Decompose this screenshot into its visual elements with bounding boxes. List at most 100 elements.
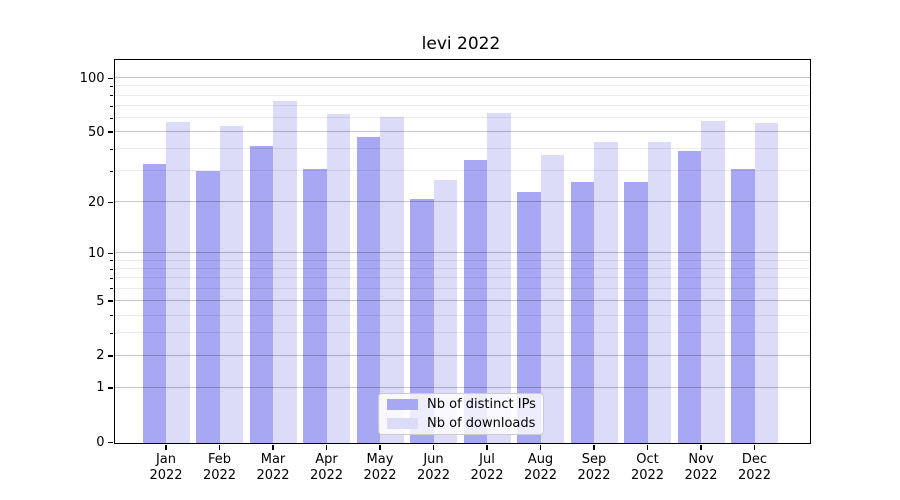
y-tick-mark-minor bbox=[110, 85, 113, 87]
legend: Nb of distinct IPs Nb of downloads bbox=[378, 393, 544, 435]
x-tick-label: Jul 2022 bbox=[470, 452, 503, 485]
bar-downloads bbox=[433, 179, 457, 443]
x-tick-month: Jan bbox=[155, 451, 177, 467]
legend-item: Nb of downloads bbox=[387, 416, 543, 431]
x-tick-mark bbox=[165, 445, 167, 450]
bar-distinct-ips bbox=[677, 151, 701, 443]
x-tick-year: 2022 bbox=[523, 468, 558, 483]
x-tick-label: Oct 2022 bbox=[631, 452, 664, 485]
y-tick-mark bbox=[108, 355, 113, 357]
x-tick-label: Jan 2022 bbox=[149, 452, 182, 485]
x-tick-label: Feb 2022 bbox=[203, 452, 236, 485]
bar-downloads bbox=[380, 116, 404, 443]
x-tick-year: 2022 bbox=[577, 468, 611, 483]
bar-downloads bbox=[701, 120, 725, 443]
y-tick-mark-minor bbox=[110, 277, 113, 279]
y-tick-label: 10 bbox=[87, 245, 105, 261]
y-tick-mark bbox=[108, 387, 113, 389]
x-tick-year: 2022 bbox=[630, 468, 665, 483]
x-tick-label: Jun 2022 bbox=[417, 452, 450, 485]
x-tick-year: 2022 bbox=[470, 468, 504, 483]
legend-label: Nb of distinct IPs bbox=[427, 397, 536, 412]
x-tick-label: May 2022 bbox=[363, 452, 396, 485]
y-tick-label: 2 bbox=[96, 348, 105, 364]
x-tick-year: 2022 bbox=[256, 468, 290, 483]
y-tick-mark-minor bbox=[110, 268, 113, 270]
bar-downloads bbox=[594, 142, 618, 443]
y-gridline-minor bbox=[114, 117, 810, 118]
y-tick-mark-minor bbox=[110, 105, 113, 107]
x-tick-mark bbox=[539, 445, 542, 450]
bar-distinct-ips bbox=[624, 182, 648, 443]
x-tick-year: 2022 bbox=[202, 468, 237, 483]
x-tick-label: Dec 2022 bbox=[738, 452, 771, 485]
legend-swatch-downloads bbox=[387, 418, 418, 429]
x-tick-mark bbox=[486, 445, 488, 450]
y-gridline-minor bbox=[114, 94, 810, 96]
x-tick-month: Apr bbox=[315, 451, 338, 467]
bar-distinct-ips bbox=[410, 198, 434, 443]
legend-swatch-distinct-ips bbox=[387, 399, 418, 410]
bar-downloads bbox=[326, 114, 350, 443]
x-tick-label: Sep 2022 bbox=[577, 452, 610, 485]
y-tick-mark-minor bbox=[110, 148, 113, 150]
bar-distinct-ips bbox=[196, 171, 220, 443]
bar-downloads bbox=[219, 126, 243, 443]
y-tick-mark-minor bbox=[110, 260, 113, 262]
y-tick-label: 0 bbox=[96, 435, 105, 450]
x-tick-year: 2022 bbox=[684, 468, 718, 483]
y-tick-label: 100 bbox=[79, 70, 105, 86]
x-tick-month: Jul bbox=[479, 451, 495, 467]
bar-distinct-ips bbox=[356, 136, 380, 443]
x-tick-month: Nov bbox=[688, 451, 714, 467]
y-tick-mark bbox=[108, 252, 113, 254]
bar-distinct-ips bbox=[249, 145, 273, 443]
x-tick-mark bbox=[272, 445, 274, 450]
y-tick-label: 50 bbox=[87, 124, 105, 140]
x-tick-mark bbox=[432, 445, 435, 450]
x-tick-month: Dec bbox=[741, 451, 768, 467]
y-tick-label: 20 bbox=[87, 194, 105, 210]
y-tick-mark-minor bbox=[110, 332, 113, 334]
x-tick-mark bbox=[646, 445, 649, 450]
y-gridline-minor bbox=[114, 105, 810, 106]
bar-distinct-ips bbox=[731, 168, 755, 443]
x-tick-label: Apr 2022 bbox=[310, 452, 343, 485]
y-tick-mark-minor bbox=[110, 315, 113, 316]
bar-downloads bbox=[647, 142, 671, 443]
bar-distinct-ips bbox=[570, 182, 594, 443]
y-tick-mark-minor bbox=[110, 117, 113, 119]
x-tick-year: 2022 bbox=[363, 468, 397, 483]
x-tick-month: May bbox=[366, 451, 394, 467]
x-tick-year: 2022 bbox=[416, 468, 451, 483]
y-gridline-major bbox=[114, 77, 810, 79]
y-tick-mark bbox=[108, 441, 113, 444]
x-tick-label: Nov 2022 bbox=[684, 452, 717, 485]
y-tick-mark-minor bbox=[110, 288, 113, 290]
x-tick-mark bbox=[593, 445, 595, 450]
x-tick-month: Feb bbox=[207, 451, 232, 467]
x-tick-month: Sep bbox=[581, 451, 607, 467]
x-tick-month: Mar bbox=[260, 451, 286, 467]
bar-downloads bbox=[166, 122, 190, 443]
x-tick-month: Oct bbox=[636, 451, 659, 467]
x-tick-month: Jun bbox=[423, 451, 444, 467]
y-tick-label: 5 bbox=[96, 293, 105, 309]
chart-title: levi 2022 bbox=[421, 34, 501, 54]
x-tick-month: Aug bbox=[527, 451, 554, 467]
x-tick-year: 2022 bbox=[737, 468, 772, 483]
x-tick-year: 2022 bbox=[309, 468, 344, 483]
x-tick-mark bbox=[379, 445, 381, 450]
y-gridline-minor bbox=[114, 85, 810, 87]
plot-area: 0 1 2 5 10 20 50 100 Jan 2022 Feb 2022 Mar 2022 Apr 202… bbox=[80, 58, 811, 483]
x-tick-year: 2022 bbox=[149, 468, 183, 483]
x-tick-mark bbox=[325, 445, 328, 450]
y-tick-mark-minor bbox=[110, 170, 113, 172]
x-tick-mark bbox=[753, 445, 756, 450]
y-tick-mark bbox=[108, 201, 113, 203]
bar-distinct-ips bbox=[142, 164, 166, 443]
bar-downloads bbox=[273, 100, 297, 443]
legend-item: Nb of distinct IPs bbox=[387, 397, 543, 412]
y-tick-mark bbox=[108, 300, 113, 302]
